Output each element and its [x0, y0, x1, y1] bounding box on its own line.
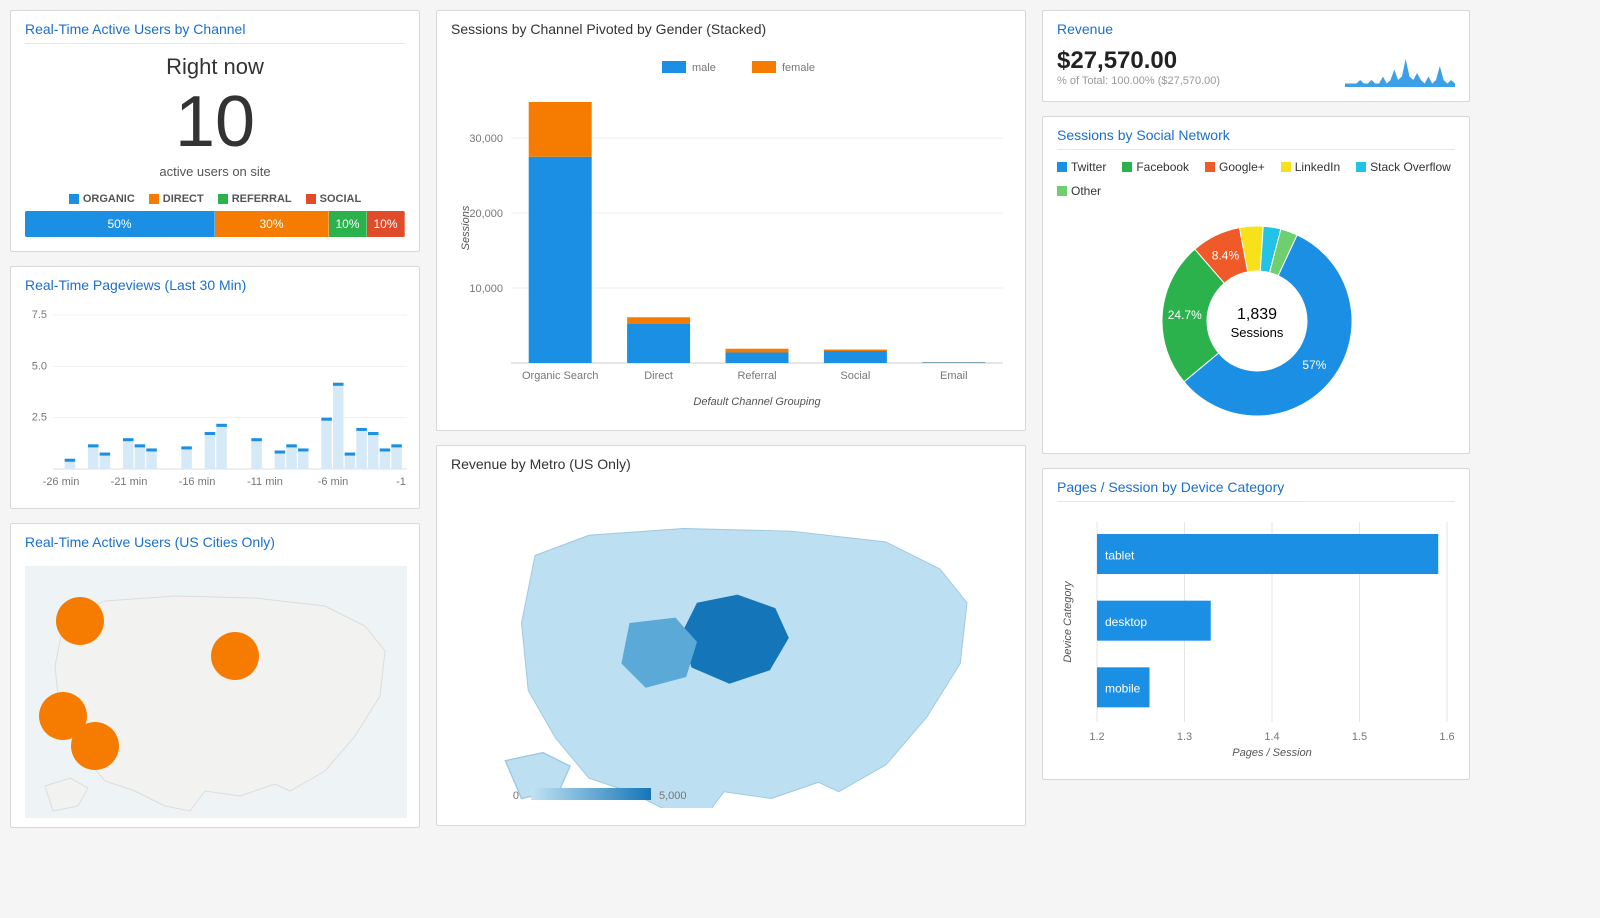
- legend-item: LinkedIn: [1281, 160, 1340, 174]
- pages-session-chart: 1.2 1.3 1.4 1.5 1.6 tablet desktop mobile Pages …: [1057, 512, 1457, 762]
- us-cities-map: [25, 566, 407, 818]
- legend-item: Twitter: [1057, 160, 1106, 174]
- legend-item: ORGANIC: [69, 193, 135, 205]
- legend-item: REFERRAL: [218, 193, 292, 205]
- stack-segment: 50%: [25, 211, 215, 237]
- revenue-metro-map: 0 5,000: [451, 488, 1013, 808]
- sessions-channel-chart: male female 10,000 20,000 30,000 Sessions Orga…: [451, 53, 1013, 413]
- legend-item: Other: [1057, 184, 1101, 198]
- svg-text:7.5: 7.5: [32, 309, 47, 321]
- svg-text:desktop: desktop: [1105, 615, 1147, 629]
- social-legend: Twitter Facebook Google+ LinkedIn Stack Over…: [1057, 160, 1455, 198]
- revenue-sub: % of Total: 100.00% ($27,570.00): [1057, 75, 1220, 87]
- svg-text:2.5: 2.5: [32, 412, 47, 424]
- svg-text:Sessions: Sessions: [460, 205, 472, 250]
- legend-item: SOCIAL: [306, 193, 362, 205]
- svg-text:Organic Search: Organic Search: [522, 370, 598, 382]
- card-revenue-metro: Revenue by Metro (US Only) 0 5,000: [436, 445, 1026, 826]
- stack-segment: 10%: [367, 211, 405, 237]
- channel-legend: ORGANIC DIRECT REFERRAL SOCIAL: [25, 193, 405, 205]
- svg-text:-16 min: -16 min: [179, 476, 216, 488]
- svg-text:20,000: 20,000: [469, 208, 503, 220]
- svg-text:57%: 57%: [1302, 358, 1326, 372]
- svg-text:male: male: [692, 62, 716, 74]
- svg-text:Pages / Session: Pages / Session: [1232, 747, 1312, 759]
- card-title: Revenue by Metro (US Only): [451, 456, 1011, 478]
- svg-text:1.2: 1.2: [1089, 731, 1104, 743]
- svg-text:1.5: 1.5: [1352, 731, 1367, 743]
- svg-text:0: 0: [513, 790, 519, 802]
- svg-text:Sessions: Sessions: [1231, 325, 1284, 340]
- svg-text:-11 min: -11 min: [247, 476, 283, 488]
- revenue-amount: $27,570.00: [1057, 47, 1220, 75]
- legend-item: Google+: [1205, 160, 1265, 174]
- revenue-sparkline: [1345, 59, 1455, 87]
- svg-text:5.0: 5.0: [32, 360, 47, 372]
- pageviews-chart: 2.5 5.0 7.5 -26 min -21 min -16 min -11 min -6 …: [25, 309, 407, 491]
- svg-text:-21 min: -21 min: [111, 476, 148, 488]
- active-users-count: 10: [25, 86, 405, 158]
- svg-text:30,000: 30,000: [469, 133, 503, 145]
- card-revenue: Revenue $27,570.00 % of Total: 100.00% (…: [1042, 10, 1470, 102]
- channel-stackbar: 50%30%10%10%: [25, 211, 405, 237]
- svg-text:5,000: 5,000: [659, 790, 687, 802]
- card-active-users: Real-Time Active Users by Channel Right …: [10, 10, 420, 252]
- rightnow-label: Right now: [25, 54, 405, 80]
- card-social: Sessions by Social Network Twitter Facebo…: [1042, 116, 1470, 454]
- legend-item: DIRECT: [149, 193, 204, 205]
- stack-segment: 10%: [329, 211, 367, 237]
- svg-text:Referral: Referral: [737, 370, 776, 382]
- card-title: Real-Time Pageviews (Last 30 Min): [25, 277, 405, 299]
- card-title: Real-Time Active Users (US Cities Only): [25, 534, 405, 556]
- active-users-subtitle: active users on site: [25, 164, 405, 179]
- card-title: Sessions by Channel Pivoted by Gender (S…: [451, 21, 1011, 43]
- svg-text:1,839: 1,839: [1237, 306, 1277, 323]
- svg-text:1.6: 1.6: [1439, 731, 1454, 743]
- svg-text:mobile: mobile: [1105, 682, 1141, 696]
- svg-text:Direct: Direct: [644, 370, 673, 382]
- card-title: Pages / Session by Device Category: [1057, 479, 1455, 502]
- svg-text:Default Channel Grouping: Default Channel Grouping: [693, 396, 821, 408]
- legend-item: Stack Overflow: [1356, 160, 1451, 174]
- svg-text:Social: Social: [840, 370, 870, 382]
- svg-text:Email: Email: [940, 370, 968, 382]
- card-pageviews: Real-Time Pageviews (Last 30 Min) 2.5 5.0…: [10, 266, 420, 509]
- svg-text:1.4: 1.4: [1264, 731, 1279, 743]
- card-us-cities: Real-Time Active Users (US Cities Only): [10, 523, 420, 828]
- legend-item: Facebook: [1122, 160, 1189, 174]
- svg-text:10,000: 10,000: [469, 283, 503, 295]
- stack-segment: 30%: [215, 211, 329, 237]
- svg-text:-1: -1: [396, 476, 406, 488]
- card-title: Sessions by Social Network: [1057, 127, 1455, 150]
- svg-text:24.7%: 24.7%: [1168, 308, 1202, 322]
- card-title: Revenue: [1057, 21, 1455, 43]
- card-title: Real-Time Active Users by Channel: [25, 21, 405, 44]
- svg-text:female: female: [782, 62, 815, 74]
- svg-text:tablet: tablet: [1105, 548, 1135, 562]
- svg-text:Device Category: Device Category: [1062, 580, 1074, 663]
- svg-text:1.3: 1.3: [1177, 731, 1192, 743]
- social-donut-chart: 57% 24.7% 8.4% 1,839 Sessions: [1057, 206, 1457, 436]
- card-pages-session: Pages / Session by Device Category 1.21.…: [1042, 468, 1470, 780]
- svg-text:-26 min: -26 min: [43, 476, 80, 488]
- card-sessions-channel: Sessions by Channel Pivoted by Gender (S…: [436, 10, 1026, 431]
- svg-text:-6 min: -6 min: [318, 476, 349, 488]
- svg-text:8.4%: 8.4%: [1212, 249, 1240, 263]
